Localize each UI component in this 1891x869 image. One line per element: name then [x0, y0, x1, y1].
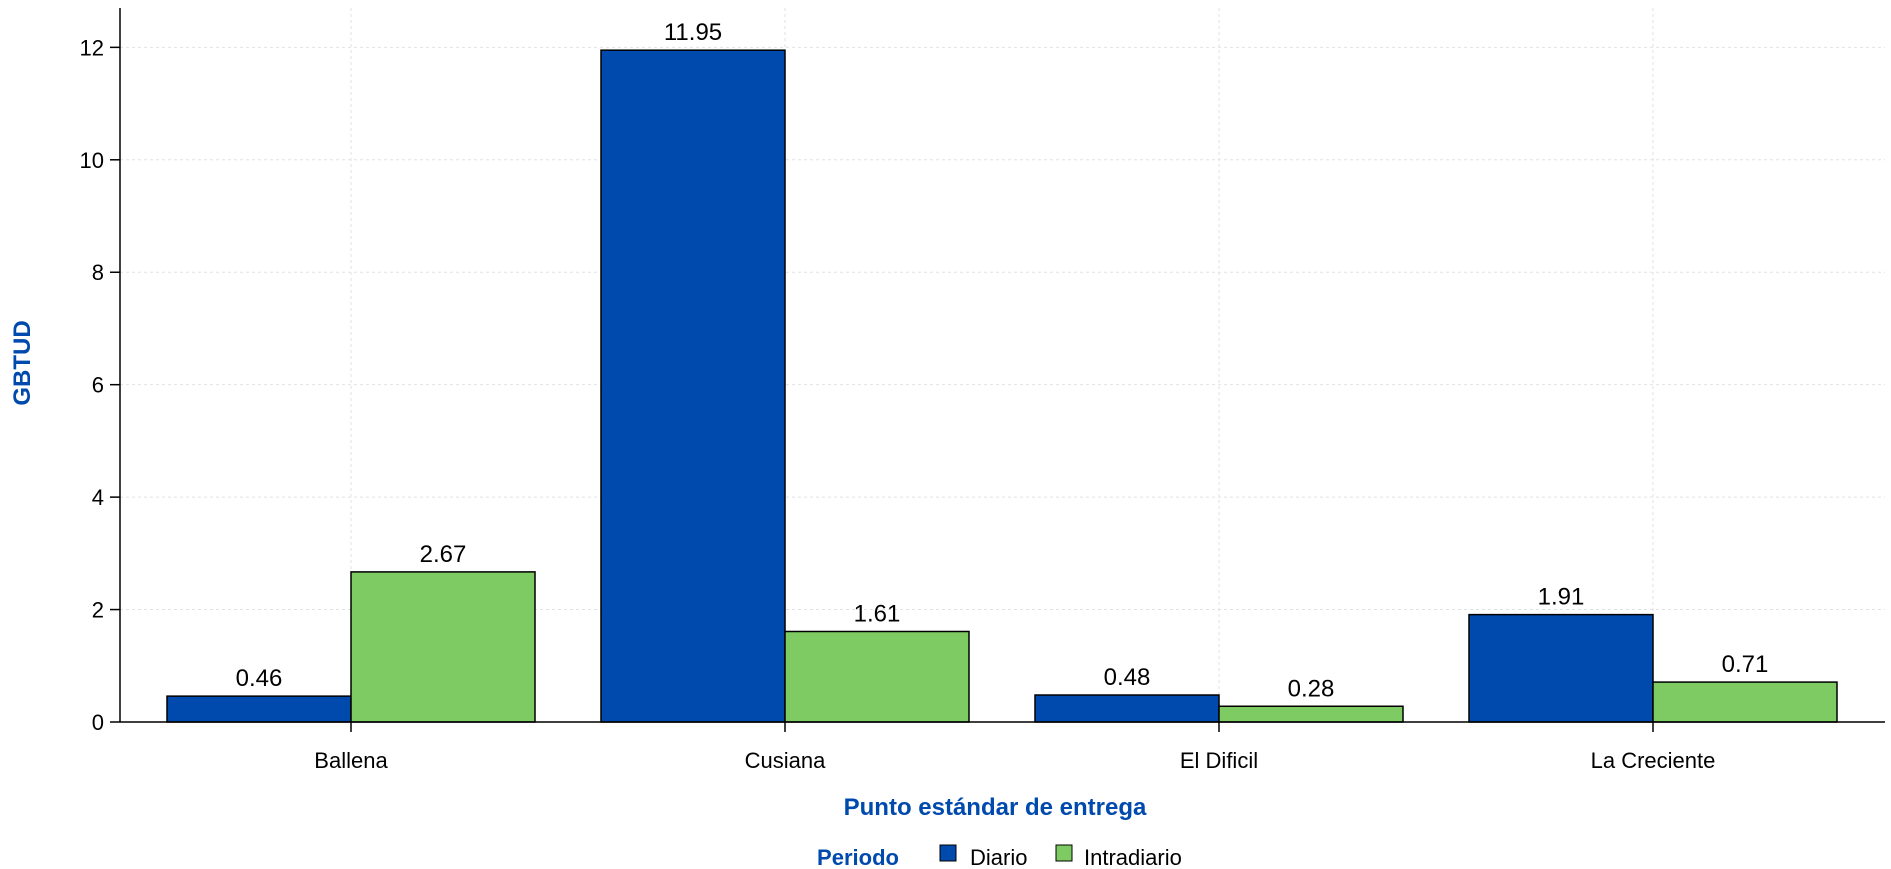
legend-swatch-intradiario — [1055, 844, 1073, 862]
y-tick-label-4: 4 — [92, 485, 104, 510]
bars — [166, 49, 1838, 723]
x-axis-title: Punto estándar de entrega — [844, 794, 1147, 821]
bar-intradiario-1 — [784, 630, 970, 723]
y-tick-label-8: 8 — [92, 260, 104, 285]
y-tick-label-12: 12 — [80, 35, 104, 60]
x-tick-label-2: El Dificil — [1180, 748, 1258, 773]
data-label-intradiario-1: 1.61 — [854, 600, 901, 627]
data-label-intradiario-2: 0.28 — [1288, 675, 1335, 702]
data-label-diario-2: 0.48 — [1104, 664, 1151, 691]
grid-lines — [120, 8, 1885, 722]
data-label-diario-1: 11.95 — [664, 19, 722, 46]
bar-intradiario-0 — [350, 571, 536, 723]
x-tick-label-0: Ballena — [314, 748, 388, 773]
data-label-intradiario-3: 0.71 — [1722, 651, 1769, 678]
bar-diario-1 — [600, 49, 786, 723]
bar-diario-2 — [1034, 694, 1220, 723]
legend-title: Periodo — [817, 845, 899, 869]
x-tick-label-3: La Creciente — [1591, 748, 1716, 773]
legend: Periodo Diario Intradiario — [817, 844, 1182, 869]
y-axis-title: GBTUD — [9, 320, 36, 405]
legend-label-diario: Diario — [970, 845, 1027, 869]
bar-intradiario-2 — [1218, 705, 1404, 723]
legend-label-intradiario: Intradiario — [1084, 845, 1182, 869]
axes: 0 2 4 6 8 10 12 Ballena Cusiana El Dificil La Crec… — [80, 8, 1885, 773]
x-tick-label-1: Cusiana — [745, 748, 826, 773]
legend-swatch-diario — [939, 844, 957, 862]
y-tick-label-0: 0 — [92, 710, 104, 735]
bar-diario-0 — [166, 695, 352, 723]
bar-diario-3 — [1468, 613, 1654, 723]
data-label-diario-3: 1.91 — [1538, 584, 1585, 611]
data-labels: 0.46 2.67 11.95 1.61 0.48 0.28 1.91 0.71 — [236, 19, 1769, 702]
y-tick-label-6: 6 — [92, 373, 104, 398]
bar-intradiario-3 — [1652, 681, 1838, 723]
data-label-diario-0: 0.46 — [236, 665, 283, 692]
y-tick-label-10: 10 — [80, 148, 104, 173]
y-tick-label-2: 2 — [92, 598, 104, 623]
data-label-intradiario-0: 2.67 — [420, 541, 467, 568]
